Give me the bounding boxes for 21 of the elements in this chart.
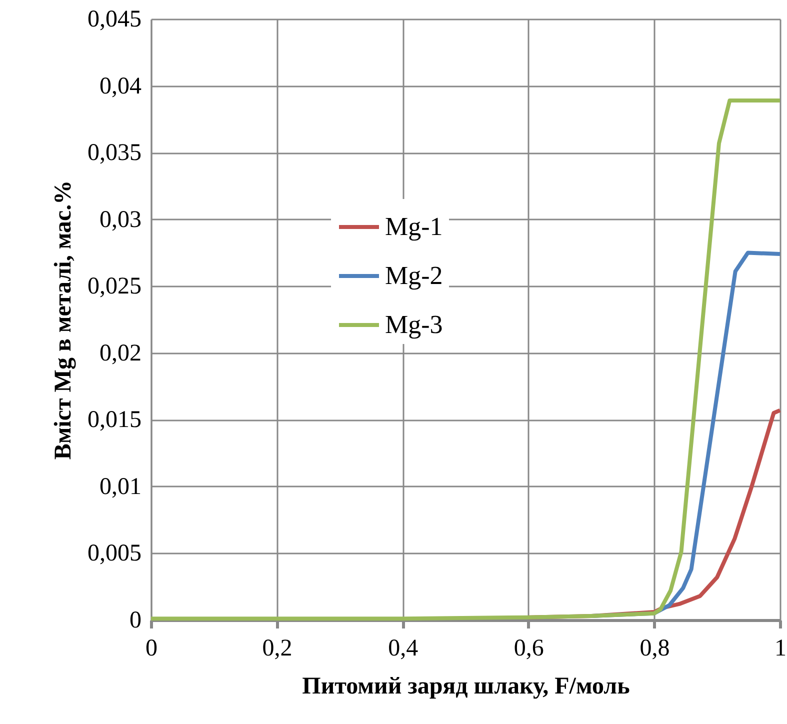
x-tick-label: 0,2 xyxy=(262,636,292,662)
y-tick-label: 0,005 xyxy=(88,540,142,567)
legend-label: Mg-1 xyxy=(385,212,443,241)
y-tick-label: 0,025 xyxy=(88,274,142,300)
y-tick-label: 0,045 xyxy=(88,6,142,32)
x-tick-label: 1 xyxy=(774,636,786,662)
x-tick-label: 0,8 xyxy=(640,636,670,662)
y-tick-label: 0,02 xyxy=(100,340,142,366)
y-tick-label: 0,04 xyxy=(100,73,142,100)
y-axis-title: Вміст Mg в металі, мас.% xyxy=(50,180,76,460)
y-tick-label: 0,01 xyxy=(100,474,142,500)
y-tick-label: 0,035 xyxy=(88,140,142,166)
y-tick-label: 0 xyxy=(130,608,142,634)
x-axis-title: Питомий заряд шлаку, F/моль xyxy=(302,674,630,700)
y-tick-label: 0,015 xyxy=(88,407,142,434)
legend-label: Mg-2 xyxy=(385,261,443,290)
legend-label: Mg-3 xyxy=(385,310,443,339)
x-tick-label: 0,6 xyxy=(514,636,544,662)
x-tick-label: 0,4 xyxy=(388,636,418,662)
y-tick-label: 0,03 xyxy=(100,206,142,233)
x-tick-label: 0 xyxy=(146,636,158,662)
